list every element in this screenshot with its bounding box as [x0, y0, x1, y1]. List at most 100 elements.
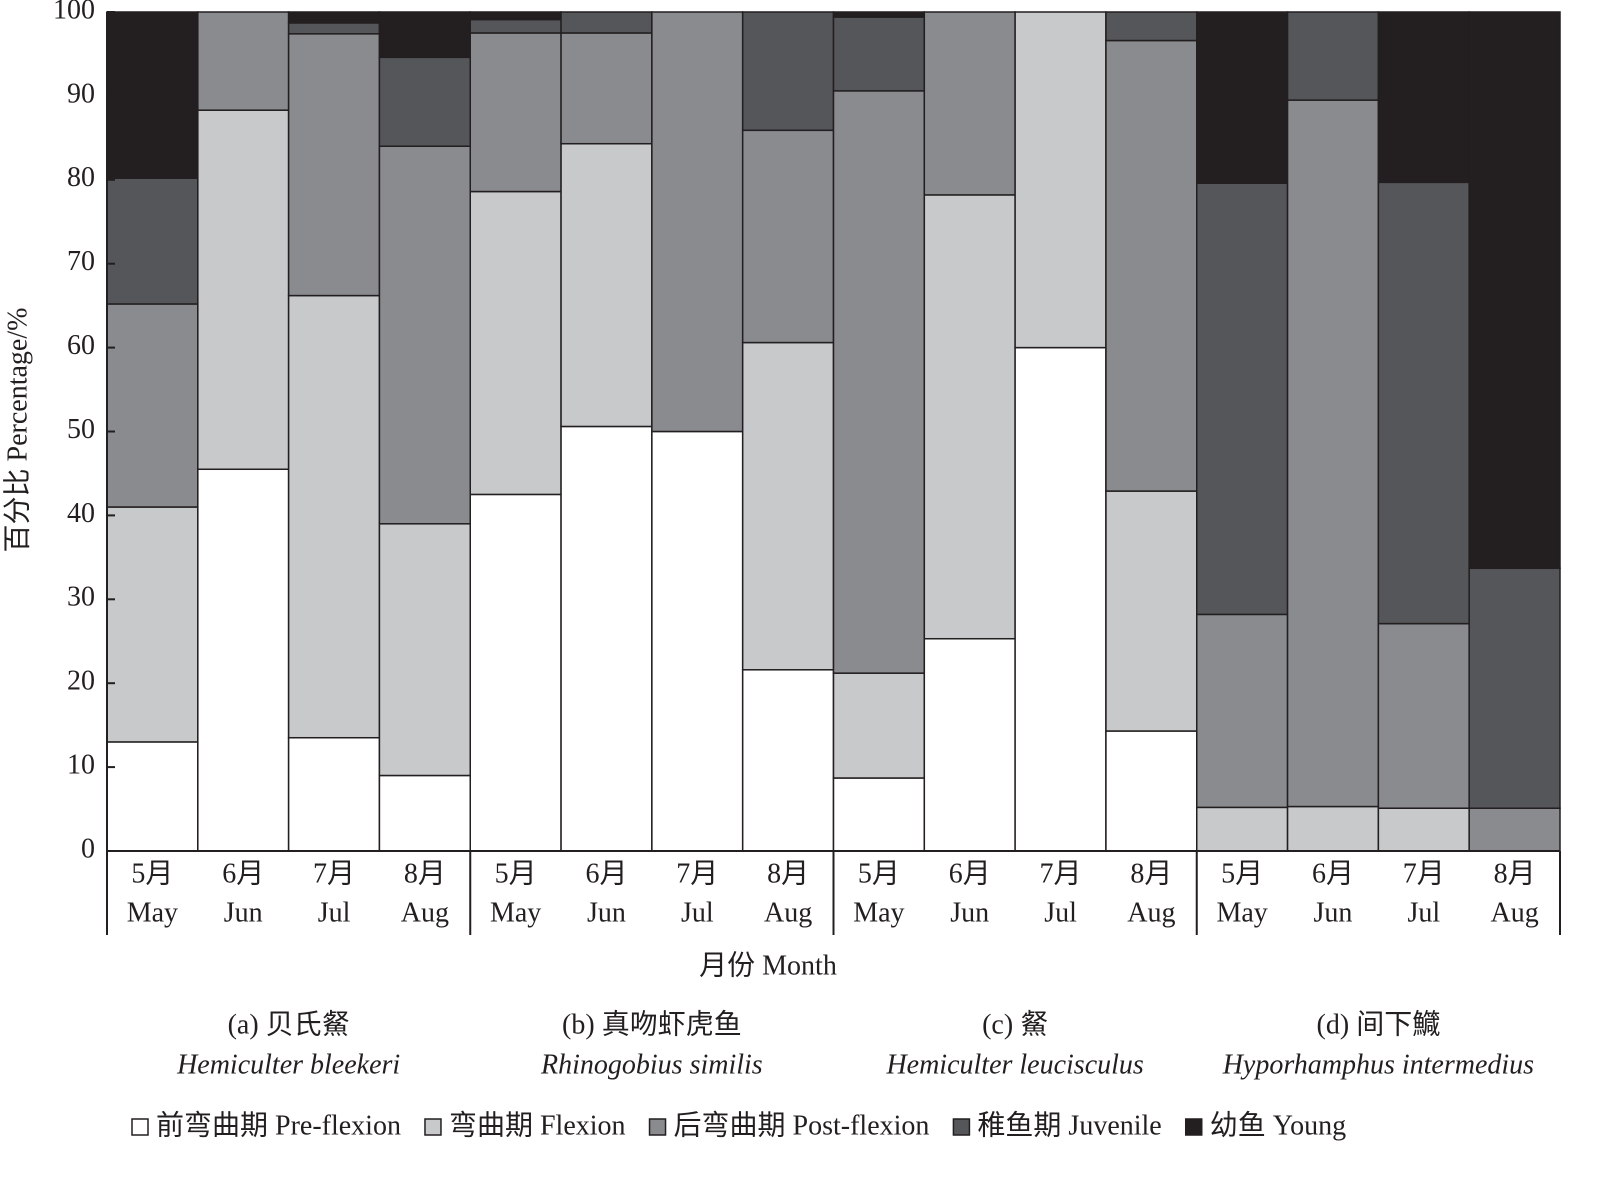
x-tick-label: 6月: [1312, 858, 1354, 889]
x-tick-label: May: [490, 897, 541, 928]
x-tick-label: 5月: [858, 858, 900, 889]
bar-segment: [287, 33, 381, 297]
x-tick-label: Aug: [1490, 897, 1538, 928]
x-tick-label: 7月: [313, 858, 355, 889]
bar-segment: [1105, 490, 1198, 732]
bar-segment: [1377, 807, 1470, 852]
bar-segment: [469, 493, 562, 852]
x-tick-label: 6月: [585, 858, 627, 889]
x-tick-label: 5月: [1221, 858, 1263, 889]
x-tick-label: Aug: [764, 897, 812, 928]
bar-segment: [106, 303, 199, 508]
bar-segment: [923, 194, 1016, 640]
bar-segment: [1468, 11, 1561, 570]
bar-segment: [1377, 181, 1470, 625]
group-label: (d) 间下鱵: [1317, 1008, 1441, 1040]
bar-segment: [560, 425, 653, 852]
bar-segment: [1377, 622, 1470, 809]
y-tick-label: 40: [67, 498, 95, 529]
x-tick-label: 8月: [1494, 858, 1536, 889]
bar-segment: [741, 341, 835, 671]
x-tick-label: 8月: [1130, 858, 1172, 889]
group-species: Hemiculter bleekeri: [176, 1049, 400, 1080]
group-species: Hemiculter leucisculus: [885, 1049, 1143, 1080]
bar-segment: [741, 11, 835, 132]
legend-swatch: [952, 1118, 971, 1136]
bar-segment: [832, 90, 926, 674]
legend-label: 稚鱼期 Juvenile: [977, 1109, 1161, 1141]
legend-label: 弯曲期 Flexion: [449, 1109, 626, 1141]
y-tick-label: 90: [67, 78, 95, 109]
y-tick-label: 60: [67, 330, 95, 361]
bar-segment: [469, 11, 562, 21]
bar-segment: [923, 637, 1016, 852]
x-tick-label: 5月: [131, 858, 173, 889]
legend-swatch: [648, 1118, 667, 1136]
bar-segment: [106, 177, 199, 305]
x-tick-label: Jun: [224, 897, 263, 928]
x-tick-label: 5月: [495, 858, 537, 889]
x-tick-label: 7月: [1040, 858, 1082, 889]
y-tick-label: 20: [67, 666, 95, 697]
bar-segment: [106, 11, 199, 179]
bar-segment: [287, 11, 381, 24]
legend-swatch: [424, 1118, 442, 1136]
x-tick-label: 8月: [767, 858, 809, 889]
bar-segment: [378, 11, 471, 59]
x-tick-label: 6月: [222, 858, 264, 889]
legend-label: 幼鱼 Young: [1210, 1109, 1346, 1141]
bar-segment: [832, 16, 926, 92]
bar-segment: [651, 11, 744, 433]
bar-segment: [469, 190, 562, 496]
bar-segment: [469, 32, 562, 193]
bar-segment: [378, 774, 471, 852]
group-label: (c) 䱗: [982, 1008, 1048, 1040]
bar-segment: [378, 523, 471, 777]
x-tick-label: Jul: [318, 897, 351, 928]
bar-segment: [378, 145, 471, 525]
x-tick-label: Jun: [1314, 897, 1353, 928]
bar-segment: [1105, 39, 1198, 492]
bar-segment: [378, 56, 471, 147]
bar-segment: [560, 11, 653, 34]
x-tick-label: Aug: [1127, 897, 1175, 928]
x-tick-label: 7月: [676, 858, 718, 889]
bar-segment: [560, 32, 653, 145]
bar-segment: [106, 506, 199, 743]
bar-segment: [1014, 346, 1107, 852]
x-tick-label: May: [127, 897, 178, 928]
bar-segment: [1196, 11, 1289, 184]
bar-segment: [1286, 99, 1380, 808]
x-tick-label: Aug: [401, 897, 449, 928]
x-axis-label: 月份 Month: [699, 949, 837, 981]
legend-swatch: [1184, 1118, 1203, 1136]
x-tick-label: 6月: [949, 858, 991, 889]
x-tick-label: Jul: [1407, 897, 1440, 928]
bar-segment: [1468, 567, 1561, 809]
bar-segment: [1105, 11, 1198, 42]
y-tick-label: 70: [67, 246, 95, 277]
x-tick-label: 8月: [404, 858, 446, 889]
bar-segment: [832, 672, 926, 779]
x-tick-label: Jun: [587, 897, 626, 928]
x-tick-label: Jul: [1044, 897, 1077, 928]
x-tick-label: May: [853, 897, 904, 928]
bar-segment: [832, 11, 926, 18]
bar-segment: [197, 11, 290, 111]
legend-label: 后弯曲期 Post-flexion: [674, 1109, 930, 1141]
group-label: (a) 贝氏䱗: [228, 1008, 350, 1040]
bar-segment: [741, 129, 835, 344]
bar-segment: [1286, 805, 1380, 852]
y-tick-label: 30: [67, 582, 95, 613]
bar-segment: [923, 11, 1016, 196]
bar-segment: [197, 468, 290, 852]
x-tick-label: Jun: [950, 897, 989, 928]
legend-swatch: [131, 1118, 149, 1136]
y-tick-label: 100: [53, 0, 95, 25]
bar-segment: [1196, 182, 1289, 616]
bar-segment: [469, 18, 562, 34]
bar-segment: [287, 736, 381, 852]
y-tick-label: 10: [67, 750, 95, 781]
group-species: Rhinogobius similis: [540, 1049, 763, 1080]
